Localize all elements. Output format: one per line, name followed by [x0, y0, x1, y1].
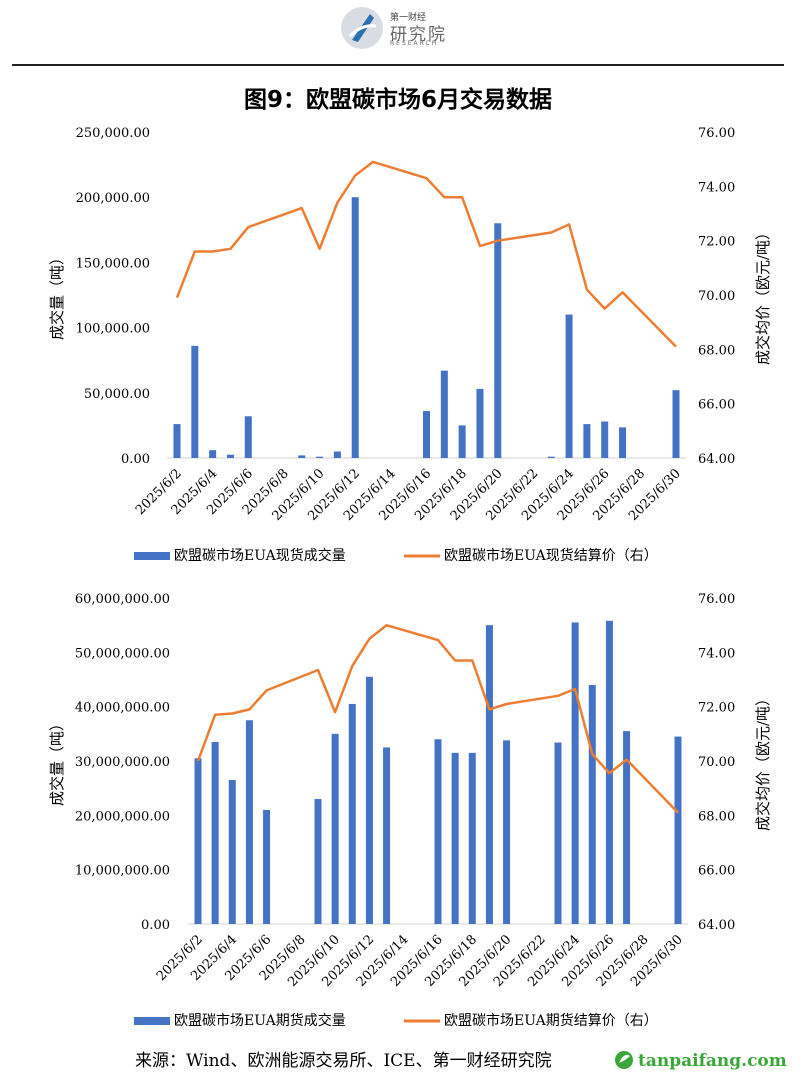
y-left-tick-label: 10,000,000.00 — [75, 864, 170, 879]
y-right-tick-label: 64.00 — [698, 918, 735, 933]
legend-bar-label: 欧盟碳市场EUA现货成交量 — [174, 547, 346, 564]
volume-bar — [547, 456, 555, 458]
volume-bar — [314, 799, 322, 924]
y-right-axis-title: 成交均价（欧元/吨） — [754, 691, 772, 831]
volume-bar — [194, 758, 202, 924]
volume-bar — [674, 736, 682, 924]
volume-bar — [226, 454, 234, 458]
volume-bar — [263, 809, 271, 924]
volume-bar — [333, 451, 341, 458]
volume-bar — [434, 739, 442, 924]
y-left-tick-label: 0.00 — [141, 918, 170, 933]
volume-bar — [173, 424, 181, 458]
y-right-tick-label: 74.00 — [698, 180, 735, 195]
volume-bar — [619, 427, 627, 458]
volume-bar — [351, 197, 359, 458]
volume-bar — [485, 625, 493, 924]
y-left-tick-label: 40,000,000.00 — [75, 701, 170, 716]
volume-bar — [601, 421, 609, 458]
volume-bar — [348, 703, 356, 924]
y-left-tick-label: 50,000,000.00 — [75, 646, 170, 661]
y-right-tick-label: 76.00 — [698, 126, 735, 141]
volume-bar — [458, 425, 466, 458]
volume-bar — [298, 455, 306, 458]
volume-bar — [211, 741, 219, 924]
volume-bar — [494, 223, 502, 458]
watermark: tanpaifang.com — [615, 1051, 787, 1071]
price-line — [175, 160, 677, 348]
y-left-tick-label: 200,000.00 — [76, 191, 150, 206]
y-right-tick-label: 64.00 — [698, 452, 735, 467]
legend-bar-swatch — [134, 1017, 170, 1025]
y-left-tick-label: 30,000,000.00 — [75, 755, 170, 770]
volume-bar — [503, 740, 511, 924]
volume-bar — [423, 411, 430, 458]
volume-bar — [209, 450, 217, 458]
y-right-tick-label: 76.00 — [698, 592, 735, 607]
futures-chart: 0.00 10,000,000.00 20,000,000.00 30,000,000… — [48, 592, 772, 1029]
y-right-tick-label: 72.00 — [698, 235, 735, 250]
volume-bar — [476, 388, 484, 458]
volume-bar — [245, 720, 253, 924]
legend-bar-label: 欧盟碳市场EUA期货成交量 — [174, 1012, 346, 1029]
logo-main-text: 研究院 — [390, 25, 447, 45]
y-right-tick-label: 68.00 — [698, 809, 735, 824]
volume-bar — [583, 424, 591, 458]
logo-top-text: 第一财经 — [390, 13, 427, 23]
volume-bar — [440, 370, 448, 458]
volume-bar — [316, 456, 324, 458]
legend-line-label: 欧盟碳市场EUA现货结算价（右） — [444, 547, 658, 564]
volume-bar — [191, 345, 199, 458]
y-right-tick-label: 68.00 — [698, 343, 735, 358]
y-left-tick-label: 250,000.00 — [76, 126, 150, 141]
y-right-axis-title: 成交均价（欧元/吨） — [754, 225, 772, 365]
source-note: 来源：Wind、欧洲能源交易所、ICE、第一财经研究院 — [135, 1051, 552, 1071]
y-right-tick-label: 70.00 — [698, 289, 735, 304]
y-right-tick-label: 74.00 — [698, 646, 735, 661]
y-left-axis-title: 成交量（吨） — [48, 250, 66, 340]
y-right-tick-label: 66.00 — [698, 864, 735, 879]
y-left-axis-title: 成交量（吨） — [48, 716, 66, 806]
volume-bar — [228, 780, 236, 924]
y-left-tick-label: 0.00 — [121, 452, 150, 467]
legend-bar-swatch — [134, 552, 170, 560]
y-left-tick-label: 150,000.00 — [76, 256, 150, 271]
volume-bar — [331, 733, 339, 924]
price-line — [196, 623, 679, 814]
spot-chart: 0.00 50,000.00 100,000.00 150,000.00 200,000… — [48, 126, 772, 564]
y-left-tick-label: 50,000.00 — [84, 387, 150, 402]
y-right-tick-label: 72.00 — [698, 701, 735, 716]
volume-bar — [588, 684, 596, 924]
volume-bar — [468, 752, 476, 924]
figure-title: 图9：欧盟碳市场6月交易数据 — [243, 87, 552, 113]
volume-bar — [244, 416, 252, 458]
volume-bar — [623, 731, 631, 924]
legend-line-label: 欧盟碳市场EUA期货结算价（右） — [444, 1012, 658, 1029]
header-divider — [12, 64, 784, 66]
brand-logo: 第一财经 研究院 RESEARCH — [340, 6, 460, 50]
y-right-tick-label: 70.00 — [698, 755, 735, 770]
y-left-tick-label: 100,000.00 — [76, 322, 150, 337]
y-right-tick-label: 66.00 — [698, 398, 735, 413]
volume-bar — [565, 314, 573, 458]
volume-bar — [383, 747, 391, 924]
logo-emblem-icon — [341, 7, 383, 49]
volume-bar — [451, 752, 459, 924]
volume-bar — [554, 742, 562, 924]
y-left-tick-label: 20,000,000.00 — [75, 809, 170, 824]
volume-bar — [672, 390, 680, 458]
volume-bar — [365, 676, 373, 924]
watermark-text: tanpaifang.com — [638, 1051, 787, 1071]
logo-en-text: RESEARCH — [390, 40, 439, 47]
y-left-tick-label: 60,000,000.00 — [75, 592, 170, 607]
volume-bar — [571, 622, 579, 924]
